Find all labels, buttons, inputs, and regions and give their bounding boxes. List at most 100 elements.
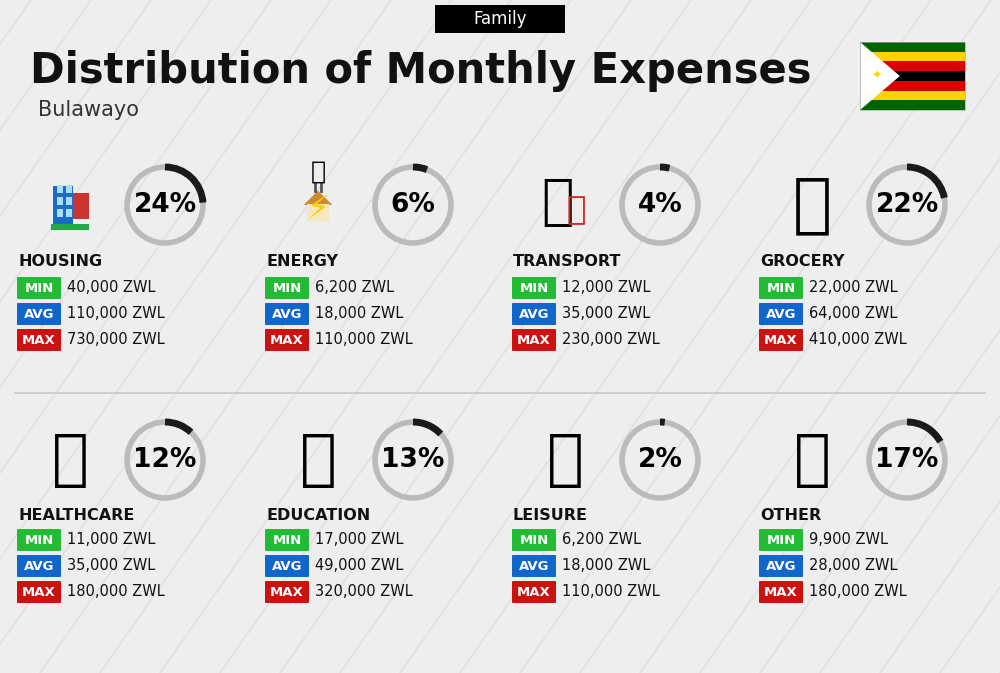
FancyBboxPatch shape: [265, 329, 309, 351]
Bar: [860, 52, 965, 61]
Polygon shape: [860, 42, 900, 110]
Text: GROCERY: GROCERY: [760, 254, 844, 269]
Text: AVG: AVG: [519, 308, 549, 320]
Text: MIN: MIN: [766, 281, 796, 295]
Text: LEISURE: LEISURE: [513, 507, 588, 522]
Text: ENERGY: ENERGY: [266, 254, 338, 269]
Text: MIN: MIN: [766, 534, 796, 546]
Text: 24%: 24%: [133, 192, 197, 218]
Text: MIN: MIN: [272, 534, 302, 546]
Text: 35,000 ZWL: 35,000 ZWL: [562, 306, 650, 322]
Bar: [307, 203, 329, 221]
FancyBboxPatch shape: [759, 329, 803, 351]
Text: Bulawayo: Bulawayo: [38, 100, 139, 120]
Text: AVG: AVG: [519, 559, 549, 573]
Text: 110,000 ZWL: 110,000 ZWL: [315, 332, 413, 347]
Bar: [57, 184, 63, 192]
Text: 22%: 22%: [875, 192, 939, 218]
Text: 🛍: 🛍: [547, 431, 583, 489]
Text: 6%: 6%: [391, 192, 435, 218]
Text: MIN: MIN: [519, 534, 549, 546]
Bar: [57, 197, 63, 205]
Bar: [53, 186, 73, 225]
Text: 110,000 ZWL: 110,000 ZWL: [67, 306, 165, 322]
Bar: [66, 197, 72, 205]
Text: TRANSPORT: TRANSPORT: [513, 254, 621, 269]
Bar: [57, 209, 63, 217]
FancyBboxPatch shape: [265, 303, 309, 325]
FancyBboxPatch shape: [512, 303, 556, 325]
Text: 40,000 ZWL: 40,000 ZWL: [67, 281, 156, 295]
Text: 64,000 ZWL: 64,000 ZWL: [809, 306, 897, 322]
FancyBboxPatch shape: [759, 555, 803, 577]
Text: AVG: AVG: [766, 308, 796, 320]
Text: 18,000 ZWL: 18,000 ZWL: [315, 306, 403, 322]
FancyBboxPatch shape: [17, 277, 61, 299]
Text: MAX: MAX: [764, 334, 798, 347]
Text: 180,000 ZWL: 180,000 ZWL: [67, 584, 165, 600]
Bar: [51, 223, 89, 229]
Bar: [860, 81, 965, 91]
Text: 12,000 ZWL: 12,000 ZWL: [562, 281, 650, 295]
FancyBboxPatch shape: [512, 529, 556, 551]
Text: MAX: MAX: [22, 586, 56, 598]
Text: MIN: MIN: [272, 281, 302, 295]
FancyBboxPatch shape: [759, 529, 803, 551]
Text: AVG: AVG: [766, 559, 796, 573]
Text: 2%: 2%: [638, 447, 682, 473]
FancyBboxPatch shape: [17, 555, 61, 577]
Text: 35,000 ZWL: 35,000 ZWL: [67, 559, 155, 573]
FancyBboxPatch shape: [512, 581, 556, 603]
Text: OTHER: OTHER: [760, 507, 821, 522]
FancyBboxPatch shape: [435, 5, 565, 33]
Bar: [860, 91, 965, 100]
Text: 180,000 ZWL: 180,000 ZWL: [809, 584, 907, 600]
FancyBboxPatch shape: [512, 555, 556, 577]
Text: 🏥: 🏥: [52, 431, 88, 489]
Text: MIN: MIN: [24, 534, 54, 546]
Text: AVG: AVG: [24, 308, 54, 320]
Text: ✦: ✦: [872, 69, 882, 83]
Text: EDUCATION: EDUCATION: [266, 507, 370, 522]
FancyBboxPatch shape: [265, 555, 309, 577]
Text: 17%: 17%: [875, 447, 939, 473]
FancyBboxPatch shape: [265, 581, 309, 603]
FancyBboxPatch shape: [265, 529, 309, 551]
FancyBboxPatch shape: [759, 277, 803, 299]
Text: 18,000 ZWL: 18,000 ZWL: [562, 559, 650, 573]
Text: 730,000 ZWL: 730,000 ZWL: [67, 332, 165, 347]
Text: HEALTHCARE: HEALTHCARE: [18, 507, 134, 522]
Bar: [66, 209, 72, 217]
Text: MAX: MAX: [517, 586, 551, 598]
Text: 🛍: 🛍: [792, 173, 832, 237]
Text: Distribution of Monthly Expenses: Distribution of Monthly Expenses: [30, 50, 812, 92]
FancyBboxPatch shape: [759, 581, 803, 603]
Text: 320,000 ZWL: 320,000 ZWL: [315, 584, 413, 600]
Text: 230,000 ZWL: 230,000 ZWL: [562, 332, 660, 347]
FancyBboxPatch shape: [17, 529, 61, 551]
Text: 11,000 ZWL: 11,000 ZWL: [67, 532, 155, 548]
FancyBboxPatch shape: [17, 303, 61, 325]
Text: MIN: MIN: [24, 281, 54, 295]
Text: 17,000 ZWL: 17,000 ZWL: [315, 532, 404, 548]
Text: AVG: AVG: [24, 559, 54, 573]
Bar: [860, 61, 965, 71]
FancyBboxPatch shape: [512, 329, 556, 351]
Text: MAX: MAX: [517, 334, 551, 347]
Text: 9,900 ZWL: 9,900 ZWL: [809, 532, 888, 548]
Text: 🚌: 🚌: [541, 176, 573, 228]
Text: HOUSING: HOUSING: [18, 254, 102, 269]
Text: 6,200 ZWL: 6,200 ZWL: [562, 532, 641, 548]
Text: AVG: AVG: [272, 559, 302, 573]
Text: MIN: MIN: [519, 281, 549, 295]
Text: 28,000 ZWL: 28,000 ZWL: [809, 559, 898, 573]
Polygon shape: [304, 190, 332, 205]
Text: 13%: 13%: [381, 447, 445, 473]
Bar: [73, 193, 89, 219]
Bar: [66, 184, 72, 192]
Text: 6,200 ZWL: 6,200 ZWL: [315, 281, 394, 295]
FancyBboxPatch shape: [17, 581, 61, 603]
Text: MAX: MAX: [764, 586, 798, 598]
Text: 410,000 ZWL: 410,000 ZWL: [809, 332, 907, 347]
Text: MAX: MAX: [270, 586, 304, 598]
